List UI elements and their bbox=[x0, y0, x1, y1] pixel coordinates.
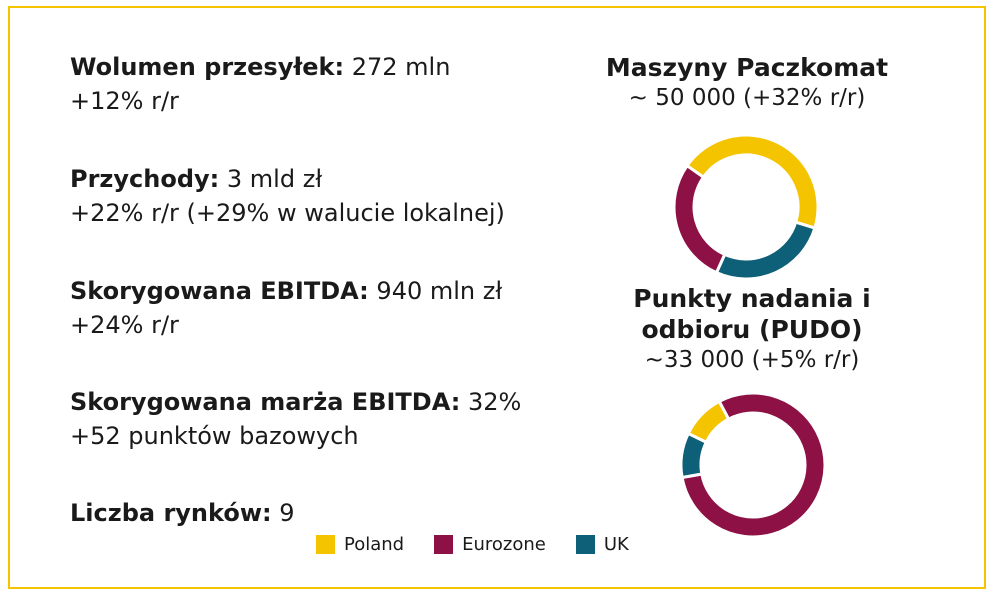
chart-paczkomat-subtitle: ~ 50 000 (+32% r/r) bbox=[628, 85, 866, 111]
donut-chart-pudo bbox=[679, 391, 827, 539]
metric-change: +52 punktów bazowych bbox=[70, 422, 359, 450]
metric-change: +12% r/r bbox=[70, 87, 179, 115]
legend-item-poland: Poland bbox=[316, 534, 404, 555]
donut-slice-poland bbox=[684, 133, 820, 230]
slide-frame bbox=[8, 6, 986, 589]
chart-paczkomat-header: Maszyny Paczkomat ~ 50 000 (+32% r/r) bbox=[572, 52, 922, 114]
legend-swatch-uk bbox=[575, 535, 595, 554]
metric-adjusted-ebitda: Skorygowana EBITDA: 940 mln zł +24% r/r bbox=[70, 274, 502, 342]
donut-slice-eurozone bbox=[672, 163, 727, 275]
metric-revenue: Przychody: 3 mld zł +22% r/r (+29% w wal… bbox=[70, 162, 505, 230]
legend-item-uk: UK bbox=[575, 534, 629, 555]
metric-shipment-volume: Wolumen przesyłek: 272 mln +12% r/r bbox=[70, 50, 450, 118]
metric-value: 9 bbox=[279, 499, 295, 527]
metric-change: +24% r/r bbox=[70, 311, 179, 339]
legend-label-poland: Poland bbox=[344, 534, 405, 555]
chart-pudo-title-line-2: odbioru (PUDO) bbox=[641, 315, 863, 344]
metric-ebitda-margin: Skorygowana marża EBITDA: 32% +52 punktó… bbox=[70, 385, 521, 453]
metric-value: 272 mln bbox=[351, 53, 451, 81]
donut-chart-paczkomat bbox=[672, 133, 820, 281]
chart-legend: Poland Eurozone UK bbox=[316, 534, 659, 555]
metric-label: Liczba rynków: bbox=[70, 499, 272, 527]
metric-label: Skorygowana EBITDA: bbox=[70, 277, 369, 305]
legend-swatch-eurozone bbox=[434, 535, 454, 554]
donut-slice-eurozone bbox=[680, 391, 827, 539]
legend-label-uk: UK bbox=[603, 534, 629, 555]
metric-label: Przychody: bbox=[70, 165, 220, 193]
legend-swatch-poland bbox=[316, 535, 335, 554]
legend-item-eurozone: Eurozone bbox=[434, 534, 546, 555]
metric-markets-count: Liczba rynków: 9 bbox=[70, 496, 295, 530]
metric-label: Skorygowana marża EBITDA: bbox=[70, 388, 461, 416]
chart-paczkomat-title: Maszyny Paczkomat bbox=[605, 53, 889, 82]
metric-value: 3 mld zł bbox=[226, 165, 323, 193]
legend-label-eurozone: Eurozone bbox=[462, 534, 546, 555]
chart-pudo-header: Punkty nadania i odbioru (PUDO) ~33 000 … bbox=[597, 283, 907, 376]
donut-slice-poland bbox=[686, 399, 731, 445]
metric-value: 940 mln zł bbox=[376, 277, 503, 305]
chart-pudo-subtitle: ~33 000 (+5% r/r) bbox=[644, 347, 860, 373]
metric-value: 32% bbox=[467, 388, 522, 416]
metric-label: Wolumen przesyłek: bbox=[70, 53, 345, 81]
metric-change: +22% r/r (+29% w walucie lokalnej) bbox=[70, 199, 505, 227]
donut-slice-uk bbox=[714, 220, 817, 281]
chart-pudo-title-line-1: Punkty nadania i bbox=[633, 284, 871, 313]
